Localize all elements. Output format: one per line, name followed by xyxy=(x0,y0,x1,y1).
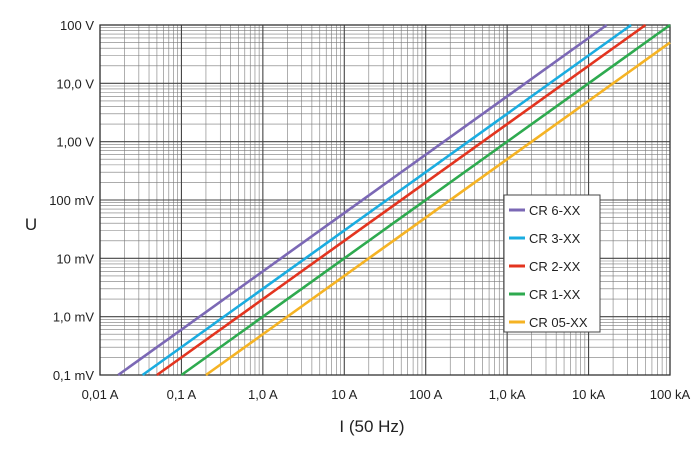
series-line-cr-2-xx xyxy=(156,23,647,377)
y-tick-label: 1,00 V xyxy=(56,135,94,150)
x-axis-title: I (50 Hz) xyxy=(339,417,404,436)
x-tick-label: 10 kA xyxy=(572,387,606,402)
series-lines xyxy=(117,23,671,377)
x-tick-label: 0,01 A xyxy=(82,387,119,402)
legend-label: CR 6-XX xyxy=(529,203,581,218)
x-tick-label: 100 A xyxy=(409,387,443,402)
legend-label: CR 2-XX xyxy=(529,259,581,274)
series-line-cr-3-xx xyxy=(141,23,632,377)
x-tick-label: 10 A xyxy=(331,387,357,402)
y-tick-label: 10 mV xyxy=(56,251,94,266)
plot-frame xyxy=(99,24,671,376)
legend-label: CR 05-XX xyxy=(529,315,588,330)
x-tick-label: 1,0 A xyxy=(248,387,278,402)
x-tick-label: 100 kA xyxy=(650,387,691,402)
series-line-cr-6-xx xyxy=(117,23,608,377)
legend-label: CR 3-XX xyxy=(529,231,581,246)
legend-box xyxy=(503,194,601,333)
y-tick-label: 100 mV xyxy=(49,193,94,208)
y-tick-label: 10,0 V xyxy=(56,76,94,91)
series-line-cr-1-xx xyxy=(180,23,671,377)
y-axis-title: U xyxy=(25,215,37,234)
x-tick-labels: 0,01 A 0,1 A 1,0 A 10 A 100 A 1,0 kA 10 kA 100 … xyxy=(82,387,691,402)
x-tick-label: 1,0 kA xyxy=(489,387,526,402)
y-tick-label: 1,0 mV xyxy=(53,310,95,325)
y-tick-labels: 0,1 mV 1,0 mV 10 mV 100 mV 1,00 V 10,0 V 100 V xyxy=(49,18,94,383)
legend: CR 6-XX CR 3-XX CR 2-XX CR 1-XX CR 05-XX xyxy=(503,194,601,333)
legend-label: CR 1-XX xyxy=(529,287,581,302)
y-tick-label: 0,1 mV xyxy=(53,368,95,383)
y-tick-label: 100 V xyxy=(60,18,94,33)
series-line-cr-05-xx xyxy=(205,41,671,377)
x-tick-label: 0,1 A xyxy=(167,387,197,402)
